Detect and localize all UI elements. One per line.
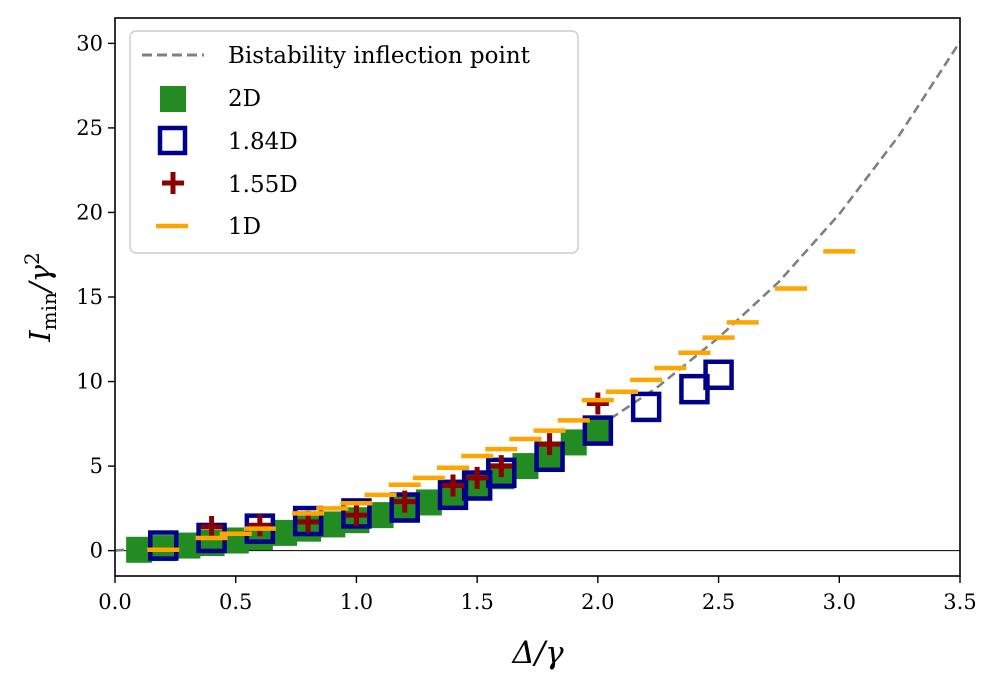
legend-swatch-1-55d <box>162 172 184 194</box>
y-tick-label: 5 <box>90 454 103 478</box>
legend-label-1-55d: 1.55D <box>228 172 298 198</box>
legend-swatch-1-84d <box>157 125 188 156</box>
x-tick-label: 1.0 <box>340 590 373 614</box>
series-layer <box>126 249 856 563</box>
y-tick-label: 25 <box>76 116 103 140</box>
y-tick-label: 10 <box>76 370 103 394</box>
y-axis-label-sup: 2 <box>20 252 44 265</box>
y-tick-label: 20 <box>76 200 103 224</box>
point-1-84d <box>703 359 734 391</box>
x-axis: 0.0 0.5 1.0 1.5 2.0 2.5 3.0 3.5 <box>98 576 977 614</box>
point-1-84d <box>148 530 179 561</box>
y-axis-label: Imin/γ2 <box>20 252 61 343</box>
point-1-55d <box>586 392 609 415</box>
legend-curve-label: Bistability inflection point <box>228 43 531 69</box>
legend: Bistability inflection point 2D 1.84D 1.… <box>129 30 579 254</box>
x-tick-label: 0.0 <box>98 590 131 614</box>
y-axis: 0 5 10 15 20 25 30 <box>76 31 115 563</box>
x-tick-label: 2.5 <box>702 590 735 614</box>
y-axis-label-main: I <box>23 330 57 343</box>
x-tick-label: 2.0 <box>581 590 614 614</box>
series-1d <box>147 249 856 553</box>
y-tick-label: 0 <box>90 539 103 563</box>
point-1-55d <box>466 466 489 489</box>
point-1-84d <box>630 391 662 423</box>
y-axis-label-sub: min <box>37 292 61 330</box>
series-1-55d <box>200 392 609 538</box>
point-2d <box>415 489 442 516</box>
y-tick-label: 15 <box>76 285 103 309</box>
point-1-55d <box>345 504 368 527</box>
point-1-55d <box>393 490 416 513</box>
x-tick-label: 1.5 <box>460 590 493 614</box>
point-2d <box>560 429 587 456</box>
point-2d <box>271 519 297 546</box>
legend-box <box>129 30 579 254</box>
point-1-55d <box>200 515 223 538</box>
point-2d <box>367 502 394 529</box>
point-2d <box>319 511 346 538</box>
x-tick-label: 3.0 <box>823 590 856 614</box>
point-1-55d <box>490 455 513 478</box>
point-1-55d <box>248 514 271 537</box>
point-2d <box>512 453 539 480</box>
x-tick-label: 3.5 <box>943 590 976 614</box>
legend-label-1d: 1D <box>228 214 261 240</box>
point-1-84d <box>582 415 614 446</box>
point-1-55d <box>442 474 464 497</box>
y-tick-label: 30 <box>76 31 103 55</box>
point-1-84d <box>341 498 372 529</box>
legend-label-2d: 2D <box>228 86 261 112</box>
legend-label-1-84d: 1.84D <box>228 129 298 155</box>
y-axis-label-tail: /γ <box>23 264 57 295</box>
legend-swatch-2d <box>160 86 186 112</box>
x-axis-label: Δ/γ <box>511 635 564 671</box>
x-tick-label: 0.5 <box>219 590 252 614</box>
point-1-84d <box>292 505 324 537</box>
point-1-55d <box>538 433 561 456</box>
